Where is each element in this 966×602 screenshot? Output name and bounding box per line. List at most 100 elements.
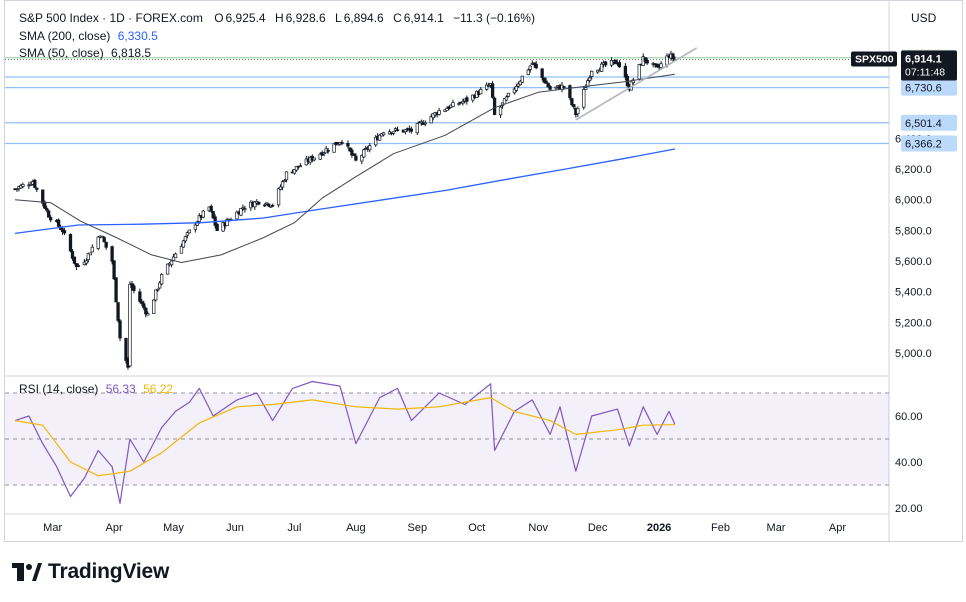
- candle-body-154: [437, 110, 441, 115]
- candle-body-109: [312, 157, 316, 161]
- currency-label[interactable]: USD: [911, 11, 937, 25]
- candle-body-97: [280, 181, 285, 188]
- symbol-legend[interactable]: S&P 500 Index · 1D · FOREX.com O 6,925.4 …: [19, 11, 535, 25]
- symbol-tag-bg: [851, 51, 897, 67]
- candle-body-145: [415, 123, 419, 134]
- time-tick-4[interactable]: Jul: [287, 522, 301, 534]
- change-value: −11.3 (−0.16%): [453, 11, 535, 25]
- candle-body-178: [504, 96, 509, 101]
- candle-body-37: [114, 277, 118, 303]
- candle-body-69: [201, 210, 205, 218]
- candle-body-8: [33, 179, 37, 188]
- symbol-title[interactable]: S&P 500 Index · 1D · FOREX.com: [19, 11, 203, 25]
- candle-body-49: [146, 313, 150, 316]
- candle-body-13: [47, 210, 51, 218]
- candle-body-170: [485, 84, 489, 90]
- candle-body-171: [487, 85, 491, 87]
- candle-body-44: [132, 285, 136, 291]
- candle-body-224: [631, 79, 635, 84]
- time-tick-12[interactable]: Mar: [767, 522, 786, 534]
- candle-body-12: [45, 208, 49, 211]
- candle-body-27: [86, 253, 90, 261]
- candle-body-34: [104, 241, 108, 248]
- time-tick-11[interactable]: Feb: [711, 522, 730, 534]
- chart-frame[interactable]: 5,000.0 5,200.0 5,400.0 5,600.0 5,800.0 6,000…: [4, 0, 964, 543]
- candle-body-169: [479, 89, 483, 95]
- tradingview-logo[interactable]: TradingView: [12, 560, 169, 584]
- candle-body-192: [544, 80, 548, 84]
- candle-body-28: [88, 252, 92, 256]
- candle-body-95: [276, 188, 281, 206]
- sma200-value: 6,330.5: [117, 29, 158, 43]
- time-tick-3[interactable]: Jun: [226, 522, 244, 534]
- candle-body-39: [118, 320, 122, 339]
- candle-body-189: [534, 63, 538, 69]
- horizontal-levels[interactable]: [5, 57, 889, 145]
- candle-body-26: [84, 260, 88, 264]
- time-tick-13[interactable]: Apr: [829, 522, 846, 534]
- candle-body-160: [457, 103, 461, 105]
- candle-body-204: [576, 108, 580, 115]
- rsi-value: 56.33: [105, 382, 136, 396]
- candle-body-67: [197, 215, 201, 222]
- candle-body-190: [540, 68, 544, 78]
- time-tick-8[interactable]: Nov: [528, 522, 548, 534]
- rsi-legend[interactable]: RSI (14, close) 56.33 56.22: [19, 382, 173, 396]
- candle-body-65: [193, 224, 197, 230]
- candle-body-92: [267, 203, 271, 207]
- time-axis[interactable]: Mar Apr May Jun Jul Aug Sep Oct Nov Dec 2026 Feb Mar…: [43, 522, 846, 534]
- time-tick-1[interactable]: Apr: [106, 522, 123, 534]
- rsi-tick-2: 60.00: [895, 411, 923, 423]
- candle-body-94: [270, 204, 275, 207]
- low-value: 6,894.6: [343, 11, 384, 25]
- candle-body-217: [613, 59, 618, 65]
- candle-body-62: [183, 236, 188, 242]
- candle-body-40: [124, 337, 128, 361]
- candle-body-35: [110, 246, 114, 262]
- last-price-label-bg: [901, 50, 957, 81]
- price-tick-1: 5,200.0: [895, 317, 932, 329]
- candle-body-4: [21, 184, 25, 187]
- rsi-ma-value: 56.22: [143, 382, 174, 396]
- candle-body-10: [41, 189, 45, 204]
- candle-body-228: [643, 57, 647, 62]
- level-label-text-3: 6,501.4: [905, 118, 942, 130]
- candle-body-206: [584, 87, 588, 90]
- time-tick-10[interactable]: 2026: [647, 522, 671, 534]
- sma200-legend[interactable]: SMA (200, close) 6,330.5: [19, 29, 158, 43]
- candle-body-179: [506, 92, 511, 97]
- candle-body-77: [225, 219, 229, 227]
- time-tick-2[interactable]: May: [163, 522, 184, 534]
- time-tick-0[interactable]: Mar: [43, 522, 62, 534]
- time-tick-6[interactable]: Sep: [408, 522, 428, 534]
- time-tick-5[interactable]: Aug: [346, 522, 366, 534]
- candle-body-164: [465, 97, 469, 102]
- rsi-label[interactable]: RSI (14, close): [19, 382, 99, 396]
- candle-body-156: [445, 107, 449, 111]
- candle-body-139: [395, 129, 400, 132]
- sma50-label[interactable]: SMA (50, close): [19, 46, 104, 60]
- candle-body-24: [76, 265, 81, 267]
- candle-body-116: [334, 141, 338, 146]
- candle-body-141: [403, 129, 408, 133]
- candle-body-33: [102, 237, 106, 243]
- candle-body-110: [318, 153, 322, 160]
- candle-body-23: [74, 263, 79, 267]
- candle-body-214: [603, 61, 608, 66]
- candle-body-119: [340, 142, 344, 144]
- candle-body-175: [498, 106, 503, 116]
- candle-body-43: [130, 283, 134, 288]
- candle-body-98: [282, 180, 287, 183]
- time-tick-7[interactable]: Oct: [468, 522, 485, 534]
- rsi-band: [5, 392, 889, 486]
- chart-canvas[interactable]: 5,000.0 5,200.0 5,400.0 5,600.0 5,800.0 6,000…: [5, 1, 964, 543]
- sma200-label[interactable]: SMA (200, close): [19, 29, 111, 43]
- time-tick-9[interactable]: Dec: [588, 522, 608, 534]
- candle-body-96: [278, 186, 283, 190]
- close-label: C: [393, 11, 402, 25]
- candle-body-219: [617, 62, 622, 68]
- price-axis[interactable]: 5,000.0 5,200.0 5,400.0 5,600.0 5,800.0 6,000…: [895, 133, 932, 515]
- high-label: H: [274, 11, 284, 25]
- sma50-legend[interactable]: SMA (50, close) 6,818.5: [19, 46, 151, 60]
- open-label: O: [214, 11, 224, 25]
